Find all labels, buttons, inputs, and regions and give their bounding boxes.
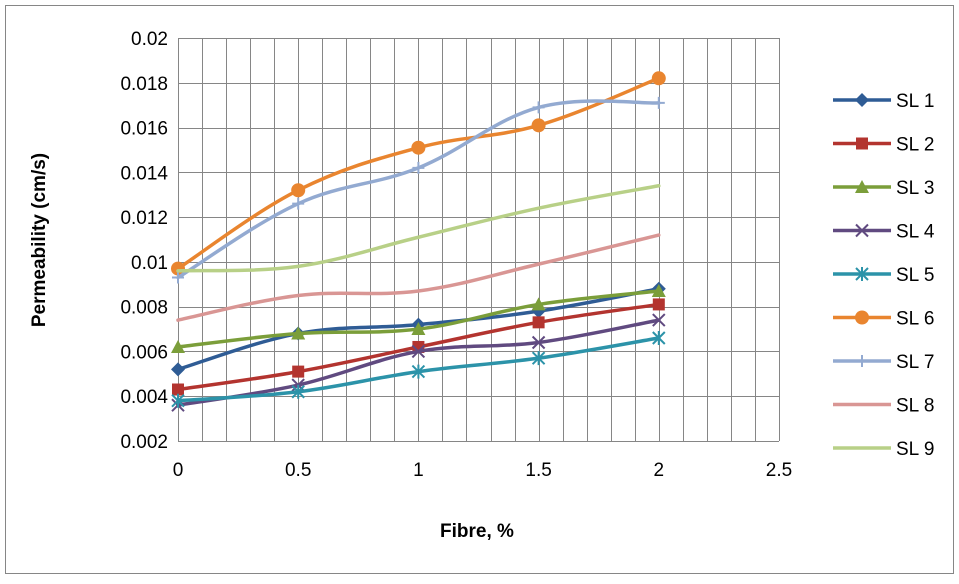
- data-point-sl-7: [412, 161, 425, 174]
- data-point-sl-7: [292, 197, 305, 210]
- data-point-sl-4: [531, 335, 546, 350]
- data-point-sl-4: [411, 344, 426, 359]
- legend-label-sl-4: SL 4: [896, 222, 935, 243]
- y-tick-label: 0.016: [120, 119, 168, 140]
- legend-marker-sl-3: [855, 180, 869, 193]
- y-tick-label: 0.002: [120, 432, 168, 453]
- legend-entry-sl-3: SL 3: [833, 178, 934, 199]
- x-tick-label: 1.5: [525, 460, 551, 481]
- series-line-sl-9: [176, 184, 661, 273]
- x-tick-label: 0.5: [285, 460, 311, 481]
- data-point-sl-2: [292, 365, 305, 378]
- y-tick-label: 0.02: [131, 29, 168, 50]
- series-sl-3: [171, 283, 666, 353]
- data-point-sl-3: [531, 297, 546, 311]
- axes: 0.002 0.004 0.006 0.008 0.01 0.012 0.014 0.016 0…: [120, 29, 792, 481]
- data-point-sl-7: [532, 101, 545, 114]
- series-sl-9: [176, 184, 661, 273]
- data-point-sl-5: [411, 364, 426, 379]
- legend-marker-sl-5: [855, 267, 869, 281]
- y-tick-label: 0.008: [120, 298, 168, 319]
- data-point-sl-2: [652, 298, 665, 311]
- x-tick-label: 0: [173, 460, 184, 481]
- x-tick-label: 2.5: [766, 460, 792, 481]
- data-point-sl-2: [532, 316, 545, 329]
- legend-entry-sl-6: SL 6: [833, 309, 934, 330]
- legend-entry-sl-7: SL 7: [833, 352, 934, 373]
- chart-border: [5, 5, 954, 574]
- y-tick-label: 0.01: [131, 253, 168, 274]
- legend-marker-sl-6: [855, 310, 869, 325]
- y-tick-label: 0.018: [120, 74, 168, 95]
- legend: SL 1 SL 2 SL 3 SL 4 SL 5 SL 6 SL 7 SL 8 SL 9: [833, 91, 935, 460]
- legend-entry-sl-2: SL 2: [833, 135, 934, 156]
- data-point-sl-3: [411, 322, 426, 336]
- legend-label-sl-6: SL 6: [896, 309, 934, 330]
- data-series: [171, 71, 666, 412]
- data-point-sl-6: [291, 183, 306, 198]
- legend-marker-sl-4: [855, 223, 869, 238]
- series-line-sl-8: [176, 233, 661, 322]
- series-sl-8: [176, 233, 661, 322]
- legend-marker-sl-7: [856, 355, 868, 367]
- data-point-sl-6: [651, 71, 666, 86]
- legend-entry-sl-1: SL 1: [833, 91, 934, 112]
- legend-entry-sl-5: SL 5: [833, 265, 934, 286]
- data-point-sl-7: [652, 96, 665, 109]
- data-point-sl-3: [291, 326, 306, 340]
- legend-label-sl-1: SL 1: [896, 91, 934, 112]
- series-sl-5: [171, 331, 666, 408]
- data-point-sl-5: [531, 351, 546, 366]
- legend-entry-sl-8: SL 8: [833, 396, 934, 417]
- legend-label-sl-7: SL 7: [896, 352, 934, 373]
- legend-entry-sl-9: SL 9: [833, 439, 934, 460]
- y-tick-label: 0.012: [120, 208, 168, 229]
- data-point-sl-2: [172, 383, 184, 396]
- x-axis-title: Fibre, %: [440, 521, 514, 542]
- y-tick-label: 0.006: [120, 342, 168, 363]
- y-tick-label: 0.014: [120, 163, 168, 184]
- data-point-sl-3: [651, 283, 666, 297]
- data-point-sl-5: [652, 331, 666, 346]
- y-axis-title: Permeability (cm/s): [29, 153, 50, 327]
- legend-label-sl-2: SL 2: [896, 135, 934, 156]
- x-tick-label: 2: [654, 460, 665, 481]
- data-point-sl-3: [171, 339, 185, 353]
- series-sl-7: [172, 96, 665, 284]
- data-point-sl-1: [171, 362, 185, 377]
- legend-label-sl-8: SL 8: [896, 396, 934, 417]
- legend-marker-sl-1: [855, 93, 869, 107]
- legend-label-sl-3: SL 3: [896, 178, 934, 199]
- series-sl-2: [172, 298, 665, 396]
- legend-label-sl-9: SL 9: [896, 439, 934, 460]
- y-tick-label: 0.004: [120, 387, 168, 408]
- legend-marker-sl-2: [856, 137, 868, 150]
- data-point-sl-7: [172, 271, 184, 284]
- data-point-sl-5: [171, 393, 185, 408]
- legend-entry-sl-4: SL 4: [833, 222, 935, 243]
- x-tick-label: 1: [413, 460, 424, 481]
- legend-label-sl-5: SL 5: [896, 265, 934, 286]
- data-point-sl-5: [291, 384, 305, 399]
- data-point-sl-6: [411, 140, 426, 155]
- data-point-sl-6: [531, 118, 546, 133]
- data-point-sl-4: [652, 313, 666, 327]
